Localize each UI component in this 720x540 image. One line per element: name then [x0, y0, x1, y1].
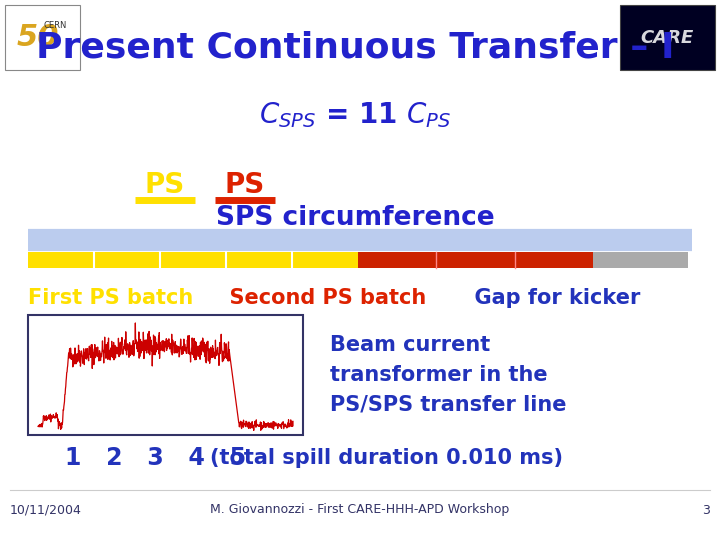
Text: First PS batch: First PS batch: [28, 288, 193, 308]
Text: 1   2   3   4   5: 1 2 3 4 5: [65, 446, 246, 470]
Text: CERN: CERN: [43, 21, 67, 30]
FancyBboxPatch shape: [620, 5, 715, 70]
Text: CARE: CARE: [640, 29, 693, 47]
Bar: [28, 315, 303, 435]
Text: Second PS batch: Second PS batch: [215, 288, 426, 308]
Text: Gap for kicker: Gap for kicker: [460, 288, 640, 308]
FancyBboxPatch shape: [5, 5, 80, 70]
Text: PS: PS: [145, 171, 185, 199]
Text: Present Continuous Transfer – I: Present Continuous Transfer – I: [36, 31, 674, 65]
Text: 10/11/2004: 10/11/2004: [10, 503, 82, 516]
Text: (total spill duration 0.010 ms): (total spill duration 0.010 ms): [210, 448, 563, 468]
Text: $C_{SPS}$ = 11 $C_{PS}$: $C_{SPS}$ = 11 $C_{PS}$: [259, 100, 451, 130]
Bar: [358, 252, 593, 268]
Text: PS: PS: [225, 171, 265, 199]
Text: Beam current: Beam current: [330, 335, 490, 355]
Text: M. Giovannozzi - First CARE-HHH-APD Workshop: M. Giovannozzi - First CARE-HHH-APD Work…: [210, 503, 510, 516]
Bar: [593, 252, 688, 268]
Text: 3: 3: [702, 503, 710, 516]
Text: SPS circumference: SPS circumference: [216, 205, 495, 231]
Text: transformer in the: transformer in the: [330, 365, 548, 385]
Bar: [28, 252, 358, 268]
Text: PS/SPS transfer line: PS/SPS transfer line: [330, 395, 567, 415]
Text: 50: 50: [17, 24, 59, 52]
